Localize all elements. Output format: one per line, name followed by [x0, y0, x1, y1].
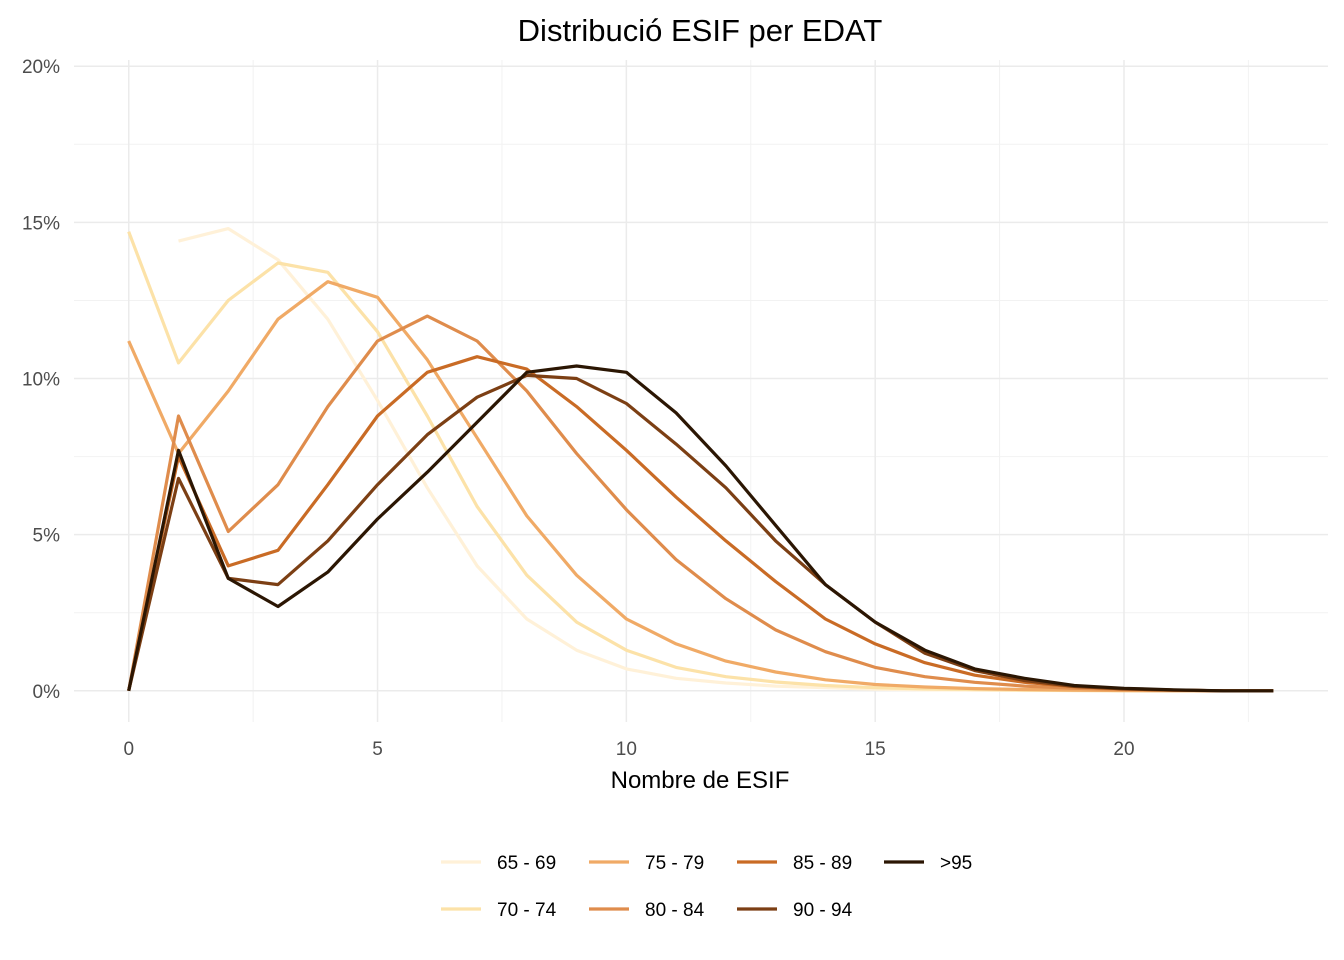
legend-label: 80 - 84	[645, 900, 705, 921]
x-axis-ticks: 0 5 10 15 20	[123, 739, 1134, 760]
y-tick-label: 10%	[22, 370, 60, 391]
y-tick-label: 15%	[22, 213, 60, 234]
legend-item: >95	[884, 853, 972, 874]
series-lines	[127, 227, 1274, 693]
y-tick-label: 0%	[33, 682, 61, 703]
series-line-75-79	[127, 280, 1274, 693]
series-line-90-94	[127, 373, 1274, 693]
x-tick-label: 20	[1113, 739, 1134, 760]
x-tick-label: 10	[616, 739, 637, 760]
x-tick-label: 15	[865, 739, 886, 760]
legend: 65 - 69 70 - 74 75 - 79 80 - 84 85 - 89 90 - …	[441, 853, 972, 921]
y-axis-ticks: 0% 5% 10% 15% 20%	[22, 57, 60, 703]
legend-label: 90 - 94	[793, 900, 853, 921]
legend-label: 70 - 74	[497, 900, 557, 921]
x-axis-title: Nombre de ESIF	[611, 767, 790, 794]
series-line-80-84	[127, 314, 1274, 693]
legend-item: 65 - 69	[441, 853, 556, 874]
series-line-65-69	[178, 227, 1274, 693]
legend-item: 80 - 84	[589, 900, 705, 921]
legend-item: 75 - 79	[589, 853, 704, 874]
x-tick-label: 5	[372, 739, 383, 760]
chart-title: Distribució ESIF per EDAT	[518, 13, 883, 48]
grid-minor	[74, 60, 1328, 722]
y-tick-label: 20%	[22, 57, 60, 78]
series-line-85-89	[127, 355, 1274, 693]
series-line-95	[127, 364, 1274, 693]
legend-label: 85 - 89	[793, 853, 852, 874]
x-tick-label: 0	[123, 739, 134, 760]
legend-label: 65 - 69	[497, 853, 556, 874]
legend-item: 85 - 89	[737, 853, 852, 874]
legend-label: >95	[940, 853, 972, 874]
legend-label: 75 - 79	[645, 853, 704, 874]
legend-item: 90 - 94	[737, 900, 853, 921]
y-tick-label: 5%	[33, 526, 61, 547]
grid-major	[74, 60, 1328, 722]
legend-item: 70 - 74	[441, 900, 557, 921]
